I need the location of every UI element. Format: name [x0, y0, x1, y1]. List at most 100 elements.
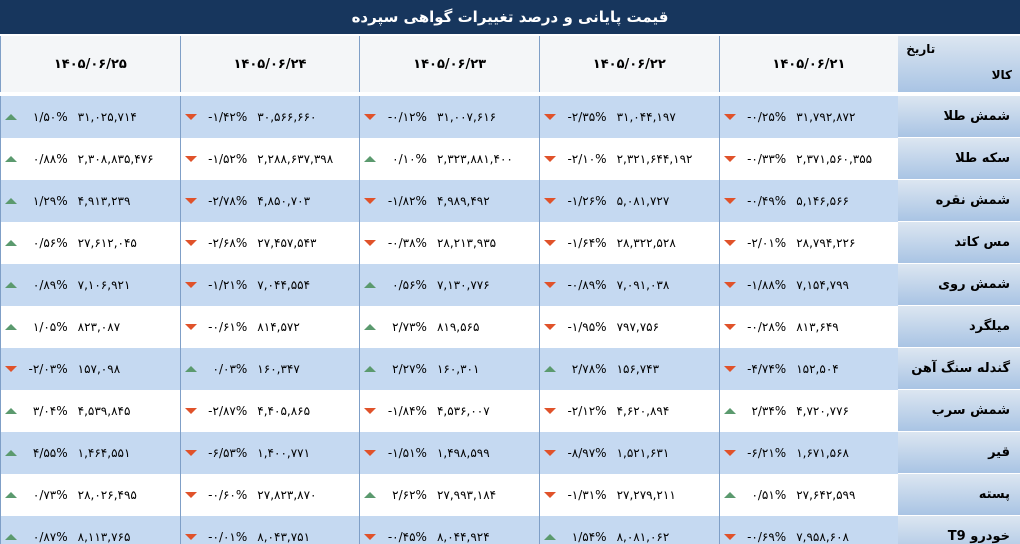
arrow-up	[5, 324, 18, 330]
cell: ۸,۰۴۳,۷۵۱ -۰/۰۱%	[179, 516, 360, 544]
change-text: ۱/۵۰%	[32, 110, 68, 124]
change-text: ۰/۵۱%	[751, 488, 787, 502]
change-text: -۲/۸۷%	[208, 404, 248, 418]
price: ۸,۰۴۴,۹۲۴	[436, 530, 490, 544]
cell: ۱۶۰,۳۴۷ ۰/۰۳%	[179, 348, 360, 390]
cell: ۲,۳۲۳,۸۸۱,۴۰۰ ۰/۱۰%	[359, 138, 539, 180]
cell: ۲۷,۹۹۳,۱۸۴ ۲/۶۲%	[359, 474, 539, 516]
cell: ۲,۳۲۱,۶۴۴,۱۹۲ -۲/۱۰%	[538, 138, 719, 180]
item-label: کالا	[991, 68, 1012, 82]
change: ۰/۸۷%	[1, 530, 72, 544]
arrow-down	[723, 156, 736, 162]
arrow-down	[364, 450, 377, 456]
arrow-up	[364, 492, 377, 498]
change-text: -۲/۶۸%	[208, 236, 248, 250]
arrow-down	[184, 156, 197, 162]
change-text: -۰/۶۰%	[208, 488, 248, 502]
price: ۸,۰۴۳,۷۵۱	[257, 530, 311, 544]
corner-cell: تاریخ کالا	[898, 36, 1020, 92]
date-header: ۱۴۰۵/۰۶/۲۴	[179, 36, 360, 92]
cell: ۱,۴۹۸,۵۹۹ -۱/۵۱%	[359, 432, 539, 474]
cell: ۴,۴۰۵,۸۶۵ -۲/۸۷%	[179, 390, 360, 432]
change: ۰/۷۳%	[1, 488, 72, 502]
table-row: پسته ۲۷,۶۴۲,۵۹۹ ۰/۵۱% ۲۷,۲۷۹,۲۱۱ -۱/۳۱% ۲۷,۹۹…	[0, 474, 1020, 516]
change: -۰/۳۸%	[360, 236, 431, 250]
change: ۱/۵۰%	[1, 110, 72, 124]
arrow-up	[543, 534, 556, 540]
cell: ۴,۹۸۹,۴۹۲ -۱/۸۲%	[359, 180, 539, 222]
table-row: سکه طلا ۲,۳۷۱,۵۶۰,۳۵۵ -۰/۳۳% ۲,۳۲۱,۶۴۴,۱۹۲-…	[0, 138, 1020, 180]
change-text: -۰/۳۳%	[747, 152, 787, 166]
change-text: -۰/۶۹%	[747, 530, 787, 544]
table-body: شمش طلا ۳۱,۷۹۲,۸۷۲ -۰/۲۵% ۳۱,۰۴۴,۱۹۷ -۲/۳۵% ۳…	[0, 96, 1020, 544]
change: -۰/۰۱%	[181, 530, 252, 544]
change-text: ۱/۲۹%	[32, 194, 68, 208]
price: ۲۷,۲۷۹,۲۱۱	[616, 488, 676, 502]
price: ۵,۱۴۶,۵۶۶	[796, 194, 849, 208]
date-header: ۱۴۰۵/۰۶/۲۱	[718, 36, 899, 92]
cell: ۸,۰۴۴,۹۲۴ -۰/۴۵%	[359, 516, 539, 544]
change: -۱/۹۵%	[540, 320, 611, 334]
change-text: -۸/۹۷%	[567, 446, 607, 460]
price: ۲۷,۹۹۳,۱۸۴	[436, 488, 497, 502]
cell: ۳۱,۰۴۴,۱۹۷ -۲/۳۵%	[538, 96, 719, 138]
change-text: -۲/۰۱%	[747, 236, 787, 250]
item-name: شمش طلا	[898, 96, 1020, 138]
change-text: ۰/۷۳%	[32, 488, 68, 502]
item-name: پسته	[898, 474, 1020, 516]
cell: ۴,۹۱۳,۲۳۹ ۱/۲۹%	[0, 180, 180, 222]
table-row: گندله سنگ آهن ۱۵۲,۵۰۴ -۴/۷۴% ۱۵۶,۷۴۳ ۲/۷۸% ۱۶…	[0, 348, 1020, 390]
price: ۴,۵۳۶,۰۰۷	[436, 404, 490, 418]
change: -۱/۴۲%	[181, 110, 252, 124]
table-row: مس کاتد ۲۸,۷۹۴,۲۲۶ -۲/۰۱% ۲۸,۳۲۲,۵۲۸ -۱/۶۴% ۲…	[0, 222, 1020, 264]
price: ۷,۰۹۱,۰۳۸	[616, 278, 670, 292]
change: -۸/۹۷%	[540, 446, 611, 460]
change-text: -۰/۸۹%	[567, 278, 607, 292]
change-text: -۲/۳۵%	[567, 110, 607, 124]
arrow-down	[723, 324, 736, 330]
change-text: ۲/۷۸%	[571, 362, 607, 376]
change-text: -۱/۳۱%	[567, 488, 607, 502]
price: ۲,۳۲۳,۸۸۱,۴۰۰	[436, 152, 513, 166]
change-text: -۱/۹۵%	[567, 320, 607, 334]
price: ۱۵۲,۵۰۴	[796, 362, 839, 376]
change: -۱/۸۸%	[720, 278, 791, 292]
change-text: -۰/۱۲%	[387, 110, 427, 124]
arrow-up	[364, 282, 377, 288]
change: -۲/۳۵%	[540, 110, 611, 124]
arrow-up	[5, 408, 18, 414]
change: -۲/۷۸%	[181, 194, 252, 208]
price: ۲۸,۳۲۲,۵۲۸	[616, 236, 676, 250]
change-text: ۱/۵۴%	[571, 530, 607, 544]
price: ۱,۵۲۱,۶۳۱	[616, 446, 670, 460]
cell: ۴,۵۳۹,۸۴۵ ۳/۰۴%	[0, 390, 180, 432]
change: -۲/۶۸%	[181, 236, 252, 250]
price: ۸۱۹,۵۶۵	[436, 320, 480, 334]
cell: ۲۷,۶۱۲,۰۴۵ ۰/۵۶%	[0, 222, 180, 264]
cell: ۱۵۲,۵۰۴ -۴/۷۴%	[718, 348, 899, 390]
arrow-down	[184, 198, 197, 204]
price: ۸,۰۸۱,۰۶۲	[616, 530, 670, 544]
table-row: شمش نقره ۵,۱۴۶,۵۶۶ -۰/۴۹% ۵,۰۸۱,۷۲۷ -۱/۲۶% ۴,…	[0, 180, 1020, 222]
change-text: -۰/۲۵%	[747, 110, 787, 124]
arrow-down	[723, 198, 736, 204]
arrow-up	[5, 198, 18, 204]
cell: ۱۶۰,۳۰۱ ۲/۲۷%	[359, 348, 539, 390]
cell: ۲,۲۸۸,۶۳۷,۳۹۸ -۱/۵۲%	[179, 138, 360, 180]
change: -۱/۲۶%	[540, 194, 611, 208]
date-header: ۱۴۰۵/۰۶/۲۲	[538, 36, 719, 92]
price: ۱,۴۰۰,۷۷۱	[257, 446, 311, 460]
change: ۰/۱۰%	[360, 152, 431, 166]
arrow-down	[184, 114, 197, 120]
change: -۰/۲۵%	[720, 110, 791, 124]
cell: ۴,۵۳۶,۰۰۷ -۱/۸۴%	[359, 390, 539, 432]
price: ۴,۶۲۰,۸۹۴	[616, 404, 670, 418]
price: ۲,۳۲۱,۶۴۴,۱۹۲	[616, 152, 693, 166]
table-row: شمش سرب ۴,۷۲۰,۷۷۶ ۲/۳۴% ۴,۶۲۰,۸۹۴ -۲/۱۲% ۴,۵۳…	[0, 390, 1020, 432]
cell: ۷,۹۵۸,۶۰۸ -۰/۶۹%	[718, 516, 899, 544]
price: ۸,۱۱۳,۷۶۵	[77, 530, 131, 544]
cell: ۷,۱۵۴,۷۹۹ -۱/۸۸%	[718, 264, 899, 306]
change-text: ۰/۵۶%	[32, 236, 68, 250]
cell: ۱,۴۰۰,۷۷۱ -۶/۵۳%	[179, 432, 360, 474]
cell: ۲۸,۲۱۳,۹۳۵ -۰/۳۸%	[359, 222, 539, 264]
